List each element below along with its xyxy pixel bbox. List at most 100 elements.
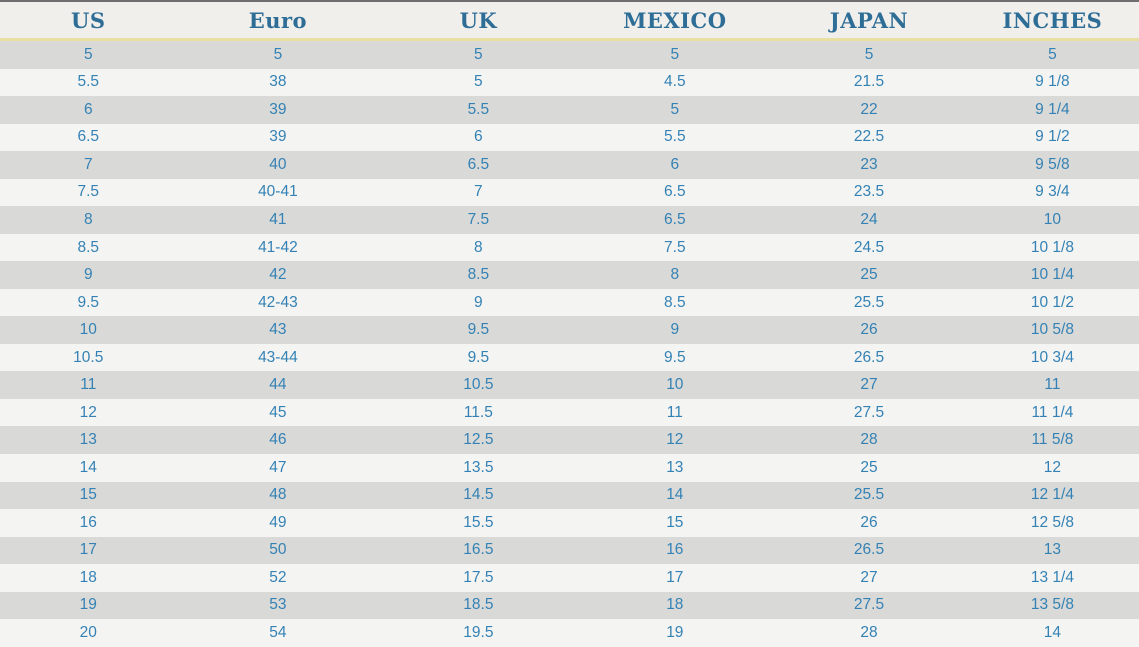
cell: 5.5 — [467, 100, 490, 118]
table-row: 18 52 17.5 17 27 13 1/4 — [0, 564, 1139, 592]
column-header-euro: Euro — [176, 0, 380, 41]
cell: 5 — [474, 73, 483, 91]
cell: 5 — [83, 45, 93, 63]
cell: 12.5 — [463, 431, 494, 449]
cell: 15.5 — [463, 513, 494, 531]
table-row: 12 45 11.5 11 27.5 11 1/4 — [0, 398, 1139, 427]
cell: 9 1/2 — [1035, 128, 1070, 146]
cell: 40 — [269, 155, 287, 173]
cell: 13 5/8 — [1030, 596, 1074, 614]
column-header-mexico: MEXICO — [577, 0, 773, 41]
table-row: 8 41 7.5 6.5 24 10 — [0, 206, 1139, 234]
cell: 27.5 — [853, 403, 885, 421]
cell: 10 1/4 — [1030, 266, 1074, 284]
cell: 42-43 — [258, 293, 298, 311]
cell: 21.5 — [853, 73, 885, 91]
cell: 22.5 — [853, 128, 885, 146]
cell: 10.5 — [73, 348, 104, 366]
table-row: 9.5 42-43 9 8.5 25.5 10 1/2 — [0, 288, 1139, 317]
cell: 6 — [474, 128, 483, 146]
cell: 27 — [860, 376, 878, 394]
table-row: 5.5 38 5 4.5 21.5 9 1/8 — [0, 68, 1139, 97]
cell: 27.5 — [853, 596, 885, 614]
cell: 18.5 — [463, 596, 494, 614]
cell: 5 — [864, 45, 874, 63]
cell: 17 — [79, 541, 97, 559]
table-row: 6.5 39 6 5.5 22.5 9 1/2 — [0, 123, 1139, 152]
cell: 22 — [860, 100, 878, 118]
cell: 46 — [269, 431, 287, 449]
table-row: 7 40 6.5 6 23 9 5/8 — [0, 151, 1139, 179]
cell: 10 — [666, 376, 684, 394]
cell: 15 — [79, 486, 97, 504]
cell: 48 — [269, 486, 287, 504]
cell: 43-44 — [258, 348, 298, 366]
cell: 9 1/8 — [1035, 73, 1070, 91]
cell: 5.5 — [664, 128, 686, 146]
cell: 8 — [83, 210, 93, 228]
cell: 13 — [1043, 541, 1062, 559]
cell: 10 5/8 — [1030, 321, 1074, 339]
cell: 7 — [83, 155, 93, 173]
table-row: 16 49 15.5 15 26 12 5/8 — [0, 509, 1139, 537]
cell: 15 — [666, 513, 684, 531]
cell: 8 — [670, 266, 680, 284]
cell: 27 — [860, 568, 878, 586]
cell: 6.5 — [664, 183, 686, 201]
cell: 5.5 — [77, 73, 100, 91]
table-row: 9 42 8.5 8 25 10 1/4 — [0, 261, 1139, 289]
cell: 23.5 — [853, 183, 885, 201]
cell: 14.5 — [463, 486, 494, 504]
cell: 10 — [79, 321, 97, 339]
cell: 26 — [860, 513, 878, 531]
cell: 24 — [860, 210, 878, 228]
cell: 7 — [474, 183, 483, 201]
cell: 13 1/4 — [1030, 568, 1074, 586]
cell: 9 5/8 — [1035, 155, 1070, 173]
cell: 17.5 — [463, 568, 494, 586]
cell: 4.5 — [664, 73, 686, 91]
cell: 9 3/4 — [1035, 183, 1070, 201]
cell: 10 1/2 — [1030, 293, 1074, 311]
cell: 47 — [269, 458, 287, 476]
cell: 10 3/4 — [1030, 348, 1074, 366]
table-row: 5 5 5 5 5 5 — [0, 39, 1139, 69]
table-body: 5 5 5 5 5 5 5.5 38 5 4.5 21.5 9 1/8 6 39 5.5 5 22 9 1/4 6.… — [0, 39, 1139, 647]
cell: 39 — [269, 128, 287, 146]
cell: 11 5/8 — [1031, 431, 1074, 449]
table-row: 19 53 18.5 18 27.5 13 5/8 — [0, 591, 1139, 620]
cell: 9 — [83, 266, 93, 284]
cell: 26.5 — [853, 541, 885, 559]
table-row: 11 44 10.5 10 27 11 — [0, 371, 1139, 399]
table-row: 6 39 5.5 5 22 9 1/4 — [0, 96, 1139, 124]
cell: 41-42 — [258, 238, 298, 256]
cell: 42 — [269, 266, 287, 284]
cell: 52 — [269, 568, 287, 586]
cell: 12 1/4 — [1030, 486, 1074, 504]
cell: 5 — [474, 45, 483, 63]
cell: 9.5 — [664, 348, 686, 366]
cell: 14 — [1043, 624, 1062, 642]
cell: 13.5 — [463, 458, 494, 476]
cell: 26.5 — [853, 348, 885, 366]
cell: 16 — [666, 541, 684, 559]
cell: 11.5 — [463, 403, 493, 421]
cell: 19.5 — [463, 624, 494, 642]
cell: 10 — [1043, 210, 1062, 228]
cell: 16 — [79, 513, 97, 531]
table-row: 13 46 12.5 12 28 11 5/8 — [0, 426, 1139, 454]
cell: 26 — [860, 321, 878, 339]
table-row: 20 54 19.5 19 28 14 — [0, 619, 1139, 647]
cell: 44 — [269, 376, 287, 394]
cell: 49 — [269, 513, 287, 531]
cell: 8.5 — [664, 293, 686, 311]
cell: 54 — [269, 624, 287, 642]
cell: 11 — [1044, 376, 1061, 394]
cell: 6.5 — [77, 128, 100, 146]
cell: 8 — [474, 238, 483, 256]
cell: 41 — [269, 210, 287, 228]
cell: 18 — [666, 596, 684, 614]
cell: 9 1/4 — [1035, 100, 1070, 118]
cell: 25.5 — [853, 486, 885, 504]
